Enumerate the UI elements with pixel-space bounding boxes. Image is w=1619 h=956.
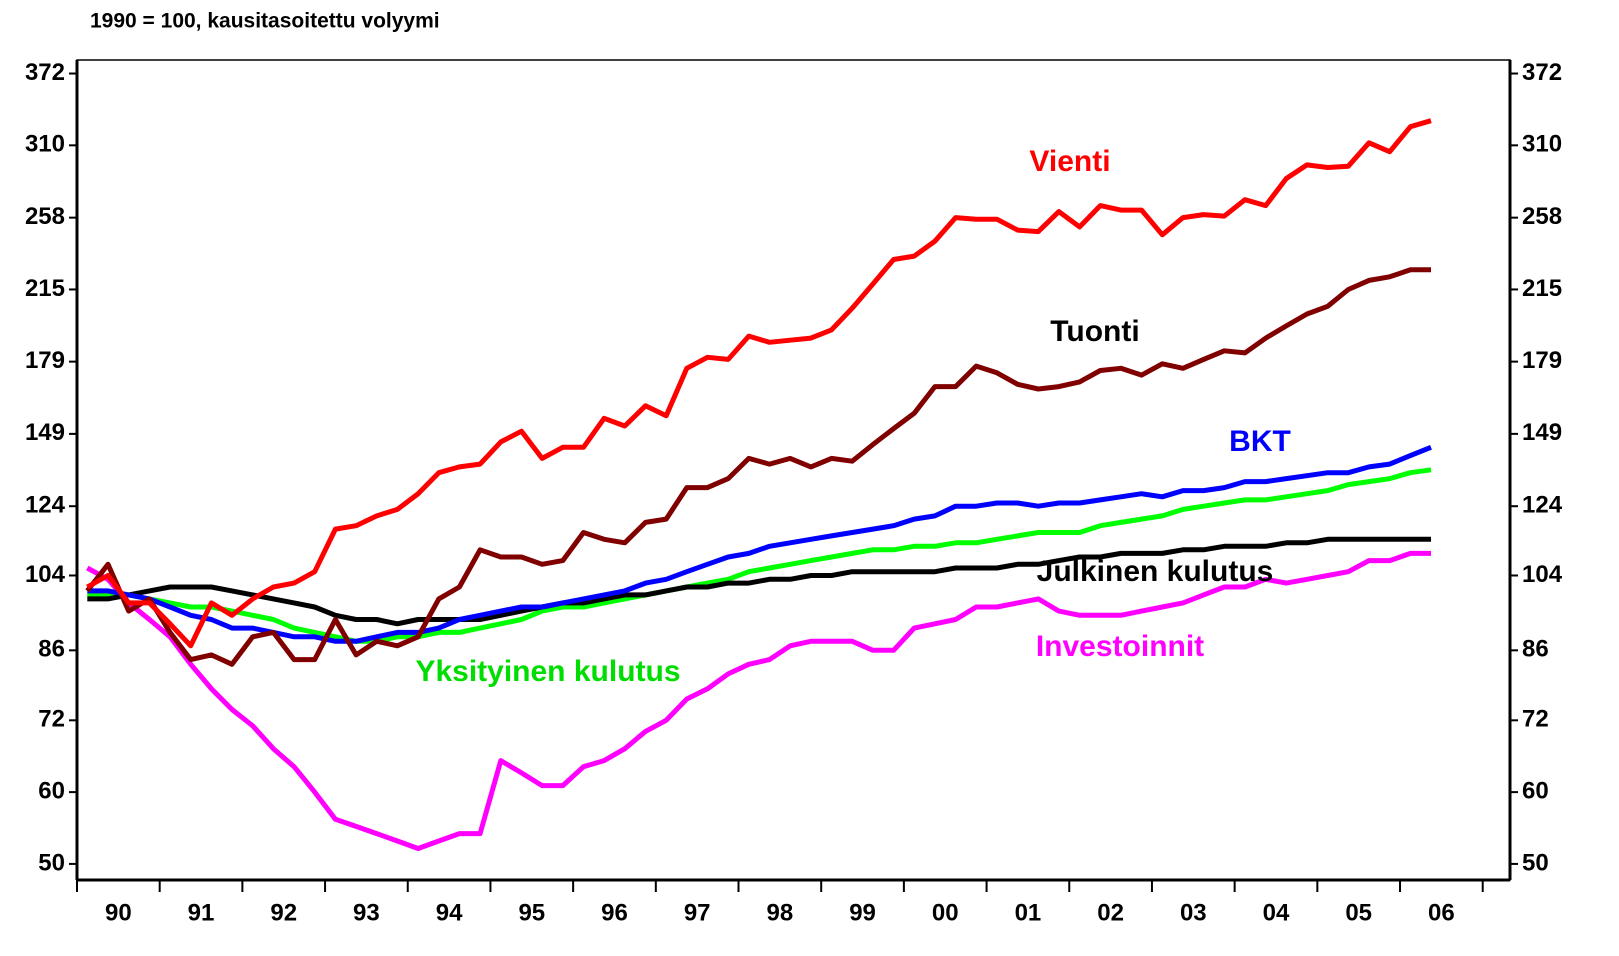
x-tick-label: 02 — [1097, 899, 1124, 926]
y2-tick-label: 310 — [1522, 131, 1562, 158]
y2-tick-label: 60 — [1522, 777, 1549, 804]
series-label: BKT — [1229, 425, 1291, 458]
y-tick-label: 149 — [25, 419, 65, 446]
y-tick-label: 310 — [25, 131, 65, 158]
x-tick-label: 97 — [684, 899, 711, 926]
plot-frame — [76, 59, 1511, 881]
y2-tick-label: 179 — [1522, 347, 1562, 374]
series-line — [87, 536, 1431, 627]
y2-tick-label: 72 — [1522, 706, 1549, 733]
y2-tick-label: 104 — [1522, 561, 1563, 588]
y2-tick-label: 372 — [1522, 59, 1562, 86]
y2-tick-label: 215 — [1522, 275, 1562, 302]
x-tick-label: 00 — [932, 899, 959, 926]
x-tick-label: 03 — [1180, 899, 1207, 926]
y2-tick-label: 50 — [1522, 849, 1549, 876]
series-label: Tuonti — [1050, 315, 1139, 348]
y-tick-label: 215 — [25, 275, 65, 302]
series-label: Investoinnit — [1036, 630, 1204, 663]
x-tick-label: 04 — [1263, 899, 1290, 926]
y2-tick-label: 258 — [1522, 203, 1562, 230]
y-tick-label: 86 — [38, 636, 65, 663]
y-tick-label: 50 — [38, 849, 65, 876]
x-tick-label: 05 — [1345, 899, 1372, 926]
x-tick-label: 95 — [518, 899, 545, 926]
x-tick-label: 91 — [188, 899, 215, 926]
x-tick-label: 99 — [849, 899, 876, 926]
series-line — [87, 467, 1432, 644]
series-line — [87, 444, 1432, 644]
x-tick-label: 06 — [1428, 899, 1455, 926]
x-tick-label: 96 — [601, 899, 628, 926]
series-line — [85, 267, 1431, 667]
series-line — [86, 550, 1431, 851]
x-tick-label: 92 — [270, 899, 297, 926]
y-tick-label: 258 — [25, 203, 65, 230]
series-line — [86, 118, 1432, 649]
series-label: Julkinen kulutus — [1037, 555, 1274, 588]
y2-tick-label: 124 — [1522, 492, 1563, 519]
y-tick-label: 179 — [25, 347, 65, 374]
x-tick-label: 01 — [1015, 899, 1042, 926]
y-tick-label: 60 — [38, 777, 65, 804]
y-tick-label: 372 — [25, 59, 65, 86]
x-tick-label: 90 — [105, 899, 132, 926]
x-tick-label: 93 — [353, 899, 380, 926]
y-tick-label: 72 — [38, 706, 65, 733]
y-tick-label: 104 — [25, 561, 66, 588]
x-tick-label: 98 — [767, 899, 794, 926]
x-tick-label: 94 — [436, 899, 463, 926]
chart-subtitle: 1990 = 100, kausitasoitettu volyymi — [90, 10, 440, 33]
series-label: Vienti — [1029, 145, 1110, 178]
y2-tick-label: 149 — [1522, 419, 1562, 446]
y2-tick-label: 86 — [1522, 636, 1549, 663]
series-label: Yksityinen kulutus — [415, 655, 680, 688]
y-tick-label: 124 — [25, 492, 66, 519]
